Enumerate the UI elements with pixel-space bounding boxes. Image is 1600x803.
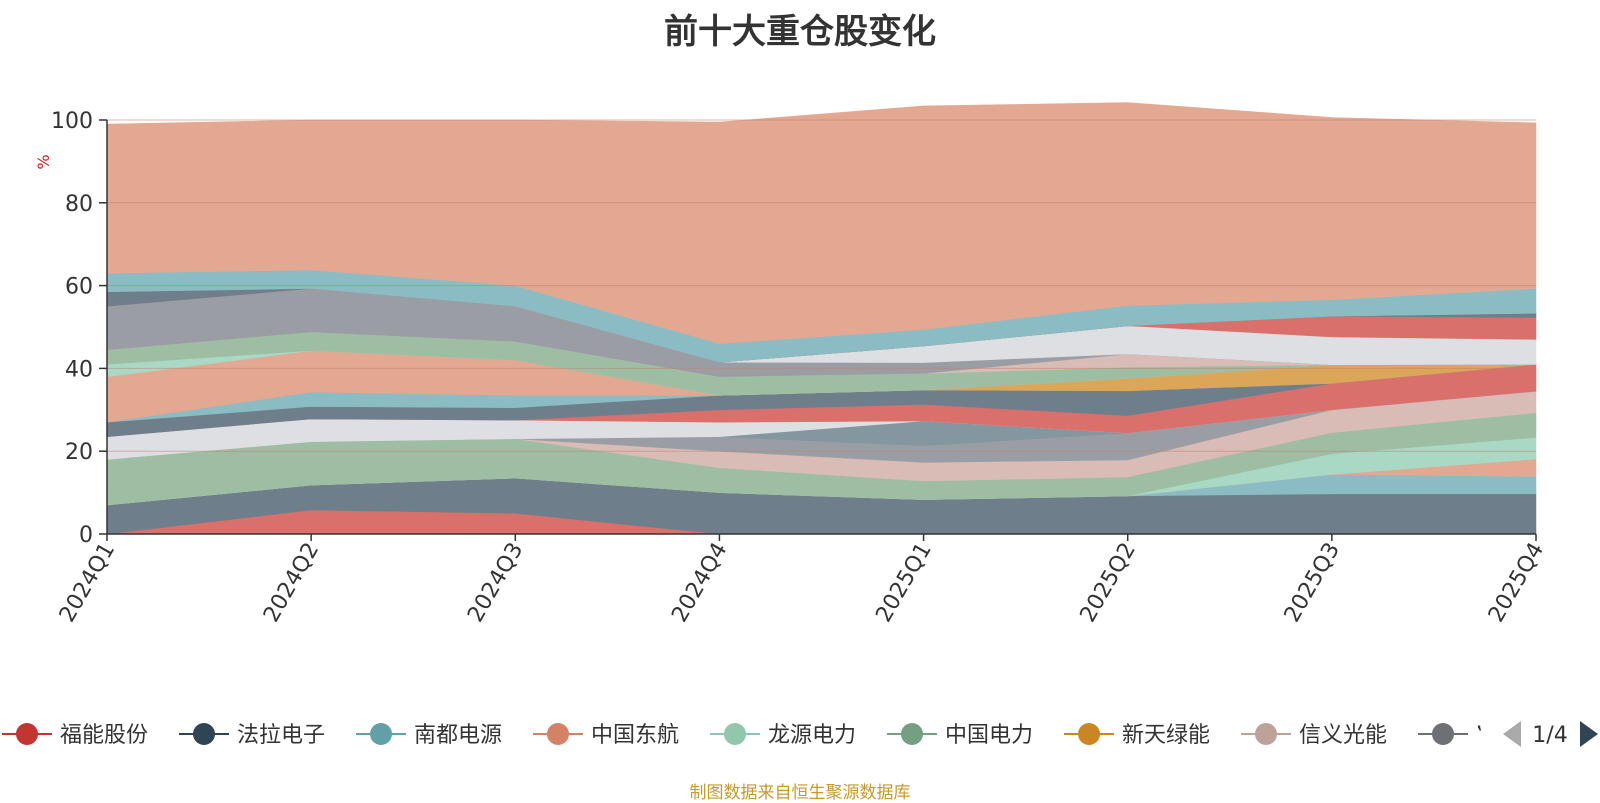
legend-item-6[interactable]: 新天绿能 [1064,723,1210,748]
y-tick-label-4: 80 [65,192,93,217]
legend-item-5[interactable]: 中国电力 [887,723,1033,748]
legend-item-3[interactable]: 中国东航 [533,723,679,748]
x-tick-label-5: 2025Q2 [1076,539,1141,627]
legend: 福能股份 法拉电子 南都电源 中国东航 龙源电力 中国电力 新天绿能 信义光能 ‛ 1/4 [2,721,1598,748]
x-tick-label-2: 2024Q3 [463,539,528,627]
y-tick-label-2: 40 [65,357,93,382]
area-series-group [106,102,1537,535]
grid-lines [107,119,1536,452]
legend-next-arrow-icon[interactable] [1580,721,1598,747]
y-axis-unit-label: % [34,154,53,169]
x-tick-label-1: 2024Q2 [259,539,324,627]
legend-page-indicator: 1/4 [1532,723,1567,748]
x-tick-label-4: 2025Q1 [871,539,936,627]
chart-title: 前十大重仓股变化 [664,12,936,52]
x-tick-label-7: 2025Q4 [1484,539,1549,627]
legend-label-2: 南都电源 [414,723,502,748]
legend-marker-5 [901,723,923,745]
legend-label-1: 法拉电子 [237,723,325,748]
x-tick-label-3: 2024Q4 [667,539,732,627]
legend-marker-3 [547,723,569,745]
legend-marker-7 [1255,723,1277,745]
y-tick-label-5: 100 [51,109,93,134]
y-tick-label-0: 0 [79,523,93,548]
legend-label-3: 中国东航 [591,723,679,748]
data-source-footer: 制图数据来自恒生聚源数据库 [689,783,911,803]
legend-item-1[interactable]: 法拉电子 [179,723,325,748]
y-tick-label-3: 60 [65,275,93,300]
legend-label-4: 龙源电力 [768,723,856,748]
legend-marker-0 [16,723,38,745]
legend-item-7[interactable]: 信义光能 [1241,723,1387,748]
legend-item-2[interactable]: 南都电源 [356,723,502,748]
legend-label-5: 中国电力 [945,723,1033,748]
legend-label-7: 信义光能 [1299,723,1387,748]
legend-label-8: ‛ [1476,723,1483,748]
legend-item-8[interactable]: ‛ [1418,723,1483,748]
legend-item-4[interactable]: 龙源电力 [710,723,856,748]
legend-marker-2 [370,723,392,745]
legend-marker-6 [1078,723,1100,745]
legend-item-0[interactable]: 福能股份 [2,723,148,748]
legend-marker-1 [193,723,215,745]
x-tick-label-0: 2024Q1 [55,539,120,627]
area-series-24 [106,102,1537,344]
legend-prev-arrow-icon[interactable] [1503,721,1521,747]
legend-marker-8 [1432,723,1454,745]
legend-label-0: 福能股份 [60,723,148,748]
x-tick-label-6: 2025Q3 [1280,539,1345,627]
legend-label-6: 新天绿能 [1122,723,1210,748]
y-tick-label-1: 20 [65,440,93,465]
legend-marker-4 [724,723,746,745]
